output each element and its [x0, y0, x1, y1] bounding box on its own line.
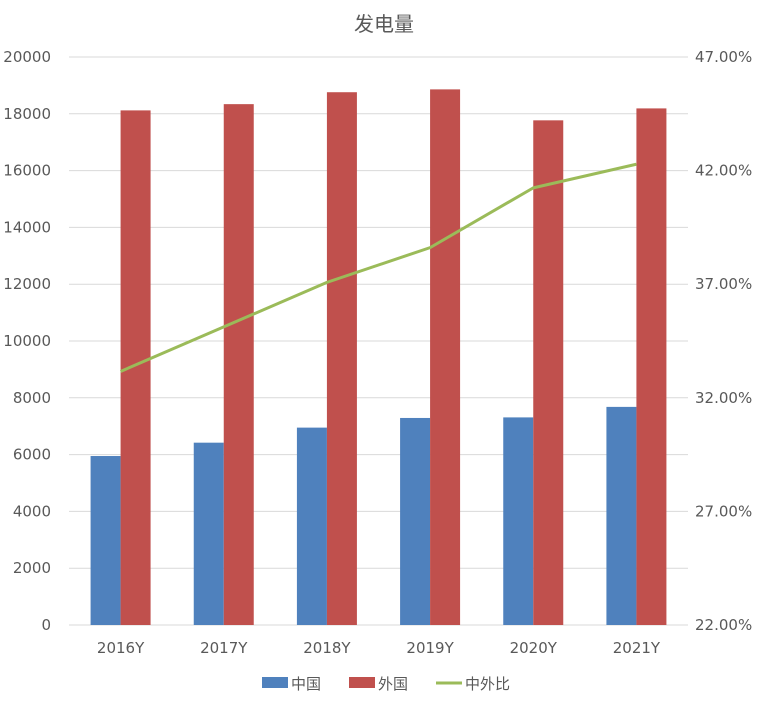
- y-axis-left: 0 2000 4000 6000 8000 10000 12000 14000 16000 180…: [3, 48, 51, 634]
- y-tick-label: 10000: [3, 332, 51, 350]
- bar-foreign: [326, 92, 357, 625]
- y2-tick-label: 22.00%: [695, 616, 752, 634]
- x-tick-label: 2016Y: [97, 639, 145, 657]
- y-tick-label: 2000: [13, 559, 51, 577]
- y2-tick-label: 42.00%: [695, 162, 752, 180]
- gridlines: [69, 56, 688, 626]
- y-tick-label: 18000: [3, 105, 51, 123]
- y-tick-label: 16000: [3, 162, 51, 180]
- bar-china: [606, 406, 637, 625]
- ratio-line-path: [119, 162, 637, 373]
- bars: [90, 89, 667, 626]
- bar-foreign: [533, 120, 564, 625]
- legend-china-label: 中国: [291, 675, 321, 693]
- bar-china: [90, 456, 121, 625]
- bar-foreign: [430, 89, 461, 626]
- y2-tick-label: 47.00%: [695, 48, 752, 66]
- bar-foreign: [223, 104, 254, 626]
- legend-foreign-label: 外国: [378, 675, 408, 693]
- bar-foreign: [636, 108, 667, 626]
- x-tick-label: 2021Y: [613, 639, 661, 657]
- x-tick-label: 2020Y: [510, 639, 558, 657]
- y-tick-label: 8000: [13, 389, 51, 407]
- bar-china: [193, 442, 224, 625]
- bar-foreign: [120, 110, 151, 626]
- y2-tick-label: 37.00%: [695, 275, 752, 293]
- y-tick-label: 6000: [13, 446, 51, 464]
- chart-title: 发电量: [354, 12, 414, 36]
- y-tick-label: 4000: [13, 502, 51, 520]
- bar-china: [400, 417, 431, 625]
- x-tick-label: 2019Y: [406, 639, 454, 657]
- x-tick-label: 2018Y: [303, 639, 351, 657]
- y-tick-label: 12000: [3, 275, 51, 293]
- y-axis-right: 22.00% 27.00% 32.00% 37.00% 42.00% 47.00%: [695, 48, 752, 634]
- ratio-line: [119, 162, 637, 373]
- x-axis: 2016Y 2017Y 2018Y 2019Y 2020Y 2021Y: [97, 639, 661, 657]
- y2-tick-label: 32.00%: [695, 389, 752, 407]
- y-tick-label: 14000: [3, 218, 51, 236]
- x-tick-label: 2017Y: [200, 639, 248, 657]
- legend-china-swatch: [262, 677, 288, 688]
- bar-china: [503, 417, 534, 625]
- y2-tick-label: 27.00%: [695, 502, 752, 520]
- bar-china: [296, 427, 327, 625]
- legend-foreign-swatch: [349, 677, 375, 688]
- legend: 中国 外国 中外比: [262, 675, 510, 693]
- y-tick-label: 20000: [3, 48, 51, 66]
- legend-ratio-label: 中外比: [465, 675, 510, 693]
- y-tick-label: 0: [41, 616, 51, 634]
